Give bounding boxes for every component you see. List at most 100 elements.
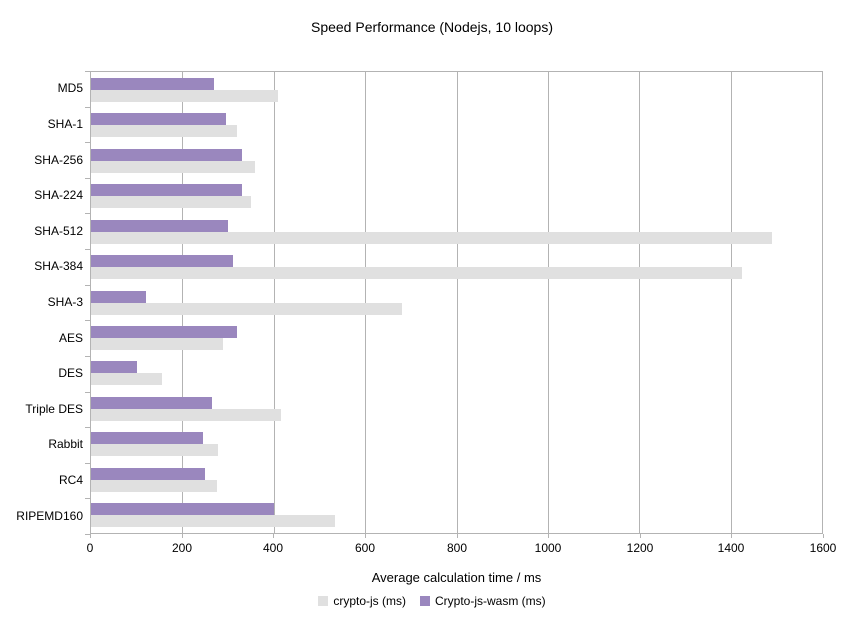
x-tick-label: 400	[262, 541, 284, 555]
y-axis-label-rabbit: Rabbit	[48, 437, 83, 451]
category-row-sha-384	[91, 249, 822, 284]
category-row-sha-1	[91, 107, 822, 142]
x-tick-label: 200	[171, 541, 193, 555]
bar-crypto-js-wasm-ms	[91, 361, 137, 374]
y-tick	[85, 392, 90, 393]
category-row-des	[91, 356, 822, 391]
bar-crypto-js-wasm-ms	[91, 432, 203, 445]
chart-title: Speed Performance (Nodejs, 10 loops)	[310, 19, 554, 35]
y-axis-label-triple-des: Triple DES	[25, 402, 83, 416]
bar-crypto-js-wasm-ms	[91, 148, 242, 161]
x-tick	[548, 534, 549, 538]
y-tick	[85, 178, 90, 179]
x-tick	[823, 534, 824, 538]
legend-swatch-crypto-js-ms	[318, 596, 329, 606]
bar-crypto-js-ms	[91, 302, 402, 315]
bar-crypto-js-ms	[91, 196, 251, 209]
y-axis-label-sha-224: SHA-224	[34, 188, 83, 202]
y-tick	[85, 71, 90, 72]
x-tick	[640, 534, 641, 538]
legend: crypto-js (ms) Crypto-js-wasm (ms)	[0, 594, 864, 608]
bar-rows	[91, 72, 822, 533]
y-tick	[85, 213, 90, 214]
bar-crypto-js-ms	[91, 125, 238, 138]
y-tick	[85, 463, 90, 464]
bar-crypto-js-ms	[91, 444, 218, 457]
bar-crypto-js-ms	[91, 408, 281, 421]
bar-crypto-js-ms	[91, 373, 162, 386]
y-tick	[85, 107, 90, 108]
category-row-sha-3	[91, 285, 822, 320]
bar-crypto-js-wasm-ms	[91, 113, 226, 126]
category-row-ripemd160	[91, 498, 822, 533]
y-axis-label-sha-1: SHA-1	[47, 117, 83, 131]
category-row-sha-512	[91, 214, 822, 249]
y-axis-label-sha-384: SHA-384	[34, 259, 83, 273]
y-axis-label-ripemd160: RIPEMD160	[16, 509, 83, 523]
y-axis-label-sha-256: SHA-256	[34, 153, 83, 167]
legend-label: Crypto-js-wasm (ms)	[435, 594, 546, 608]
y-tick	[85, 142, 90, 143]
x-tick	[90, 534, 91, 538]
category-row-aes	[91, 320, 822, 355]
legend-item-crypto-js-wasm-ms: Crypto-js-wasm (ms)	[420, 594, 546, 608]
bar-crypto-js-wasm-ms	[91, 326, 238, 339]
y-axis-label-des: DES	[58, 366, 83, 380]
bar-crypto-js-wasm-ms	[91, 77, 215, 90]
category-row-rc4	[91, 462, 822, 497]
x-tick-label: 1400	[717, 541, 745, 555]
y-tick	[85, 498, 90, 499]
x-tick	[731, 534, 732, 538]
bar-crypto-js-wasm-ms	[91, 290, 146, 303]
category-row-md5	[91, 72, 822, 107]
y-axis-label-sha-3: SHA-3	[47, 295, 83, 309]
gridline	[639, 72, 641, 533]
category-row-triple-des	[91, 391, 822, 426]
gridline	[547, 72, 549, 533]
legend-swatch-crypto-js-wasm-ms	[420, 596, 430, 606]
y-tick	[85, 356, 90, 357]
x-tick-label: 1200	[626, 541, 654, 555]
x-tick-label: 600	[354, 541, 376, 555]
gridline	[182, 72, 184, 533]
category-row-sha-256	[91, 143, 822, 178]
bar-crypto-js-ms	[91, 160, 256, 173]
category-row-sha-224	[91, 178, 822, 213]
bar-crypto-js-wasm-ms	[91, 184, 242, 197]
x-axis-title: Average calculation time / ms	[371, 570, 542, 585]
y-axis-label-md5: MD5	[57, 81, 83, 95]
x-tick	[457, 534, 458, 538]
y-tick	[85, 285, 90, 286]
bar-crypto-js-ms	[91, 89, 279, 102]
bar-crypto-js-ms	[91, 479, 217, 492]
legend-item-crypto-js-ms: crypto-js (ms)	[318, 594, 406, 608]
bar-crypto-js-ms	[91, 267, 743, 280]
x-tick-label: 800	[446, 541, 468, 555]
bar-crypto-js-wasm-ms	[91, 396, 213, 409]
y-tick	[85, 427, 90, 428]
y-tick	[85, 320, 90, 321]
y-axis-label-sha-512: SHA-512	[34, 224, 83, 238]
y-axis-label-aes: AES	[58, 331, 83, 345]
bar-crypto-js-wasm-ms	[91, 255, 233, 268]
plot-area	[90, 71, 823, 534]
gridline	[456, 72, 458, 533]
x-tick	[365, 534, 366, 538]
bar-crypto-js-ms	[91, 338, 224, 351]
category-row-rabbit	[91, 427, 822, 462]
bar-crypto-js-wasm-ms	[91, 219, 229, 232]
bar-crypto-js-wasm-ms	[91, 503, 274, 516]
x-tick	[182, 534, 183, 538]
x-tick	[273, 534, 274, 538]
legend-label: crypto-js (ms)	[333, 594, 406, 608]
x-tick-label: 0	[86, 541, 94, 555]
y-tick	[85, 249, 90, 250]
bar-crypto-js-ms	[91, 515, 336, 528]
gridline	[273, 72, 275, 533]
y-axis-label-rc4: RC4	[58, 473, 83, 487]
bar-crypto-js-ms	[91, 231, 772, 244]
bar-crypto-js-wasm-ms	[91, 467, 206, 480]
gridline	[730, 72, 732, 533]
y-tick	[85, 534, 90, 535]
